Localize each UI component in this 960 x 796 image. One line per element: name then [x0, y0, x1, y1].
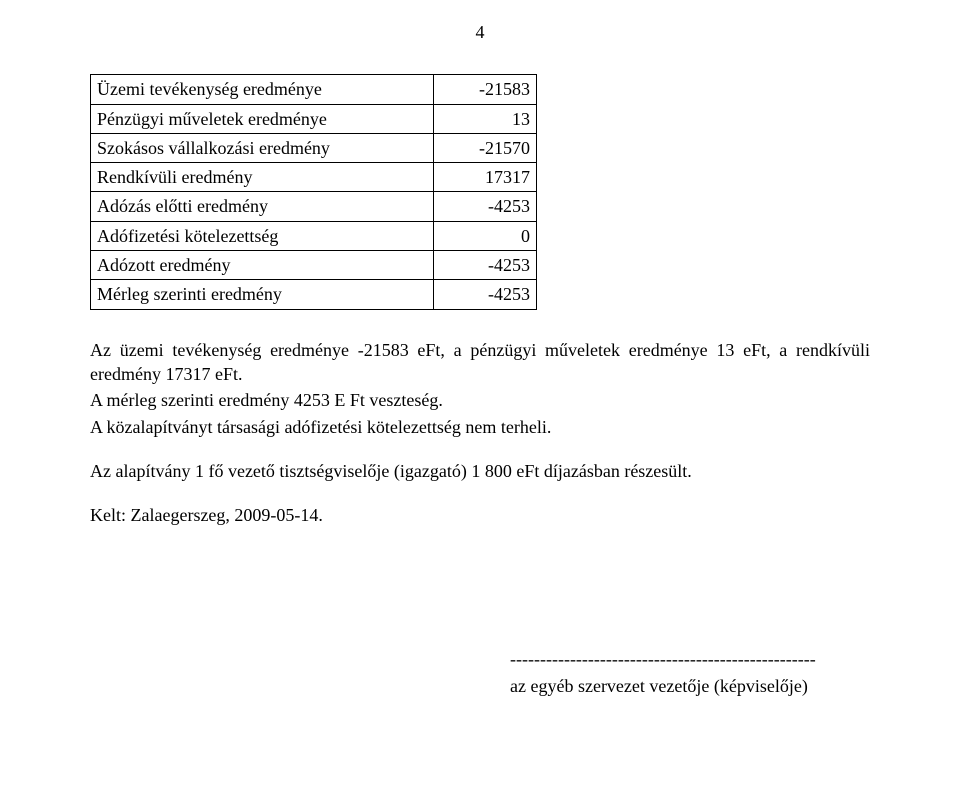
results-table: Üzemi tevékenység eredménye -21583 Pénzü…: [90, 74, 537, 309]
signature-caption: az egyéb szervezet vezetője (képviselője…: [510, 674, 870, 698]
row-label: Pénzügyi műveletek eredménye: [91, 104, 434, 133]
row-label: Szokásos vállalkozási eredmény: [91, 133, 434, 162]
row-value: -4253: [434, 192, 537, 221]
row-value: -4253: [434, 280, 537, 309]
row-value: -21570: [434, 133, 537, 162]
signature-line: ----------------------------------------…: [510, 647, 870, 671]
table-row: Mérleg szerinti eredmény -4253: [91, 280, 537, 309]
paragraph-director: Az alapítvány 1 fő vezető tisztségviselő…: [90, 459, 870, 483]
table-row: Adófizetési kötelezettség 0: [91, 221, 537, 250]
table-row: Üzemi tevékenység eredménye -21583: [91, 75, 537, 104]
row-value: 0: [434, 221, 537, 250]
row-label: Rendkívüli eredmény: [91, 163, 434, 192]
row-value: 13: [434, 104, 537, 133]
page-number: 4: [90, 20, 870, 44]
row-label: Adófizetési kötelezettség: [91, 221, 434, 250]
row-value: -4253: [434, 251, 537, 280]
paragraph-summary-3: A közalapítványt társasági adófizetési k…: [90, 415, 870, 439]
paragraph-summary-1: Az üzemi tevékenység eredménye -21583 eF…: [90, 338, 870, 387]
row-value: -21583: [434, 75, 537, 104]
row-label: Üzemi tevékenység eredménye: [91, 75, 434, 104]
table-row: Adózott eredmény -4253: [91, 251, 537, 280]
date-line: Kelt: Zalaegerszeg, 2009-05-14.: [90, 503, 870, 527]
row-value: 17317: [434, 163, 537, 192]
row-label: Adózott eredmény: [91, 251, 434, 280]
table-row: Rendkívüli eredmény 17317: [91, 163, 537, 192]
row-label: Mérleg szerinti eredmény: [91, 280, 434, 309]
document-page: 4 Üzemi tevékenység eredménye -21583 Pén…: [0, 0, 960, 796]
signature-block: ----------------------------------------…: [510, 647, 870, 698]
table-row: Szokásos vállalkozási eredmény -21570: [91, 133, 537, 162]
row-label: Adózás előtti eredmény: [91, 192, 434, 221]
table-row: Adózás előtti eredmény -4253: [91, 192, 537, 221]
table-row: Pénzügyi műveletek eredménye 13: [91, 104, 537, 133]
paragraph-summary-2: A mérleg szerinti eredmény 4253 E Ft ves…: [90, 388, 870, 412]
